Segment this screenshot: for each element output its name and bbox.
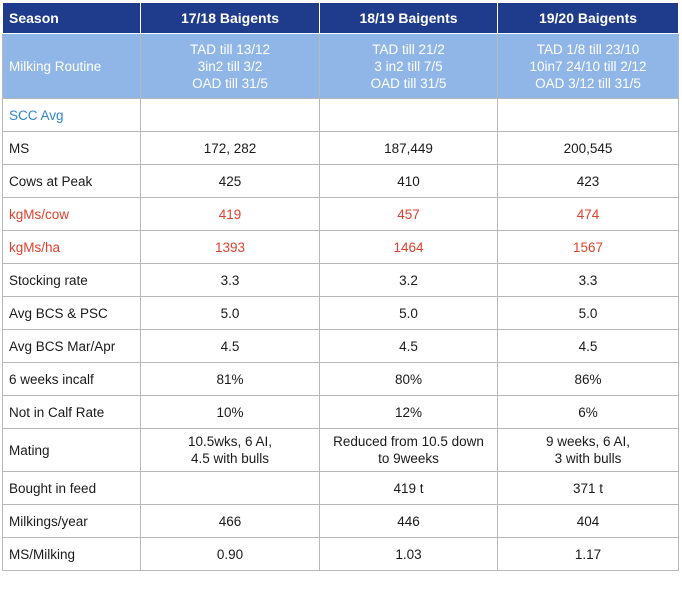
- table-cell: 3.3: [140, 263, 320, 297]
- kgms-cow-row: kgMs/cow 419 457 474: [2, 197, 679, 231]
- table-cell: 10%: [140, 395, 320, 429]
- ms-row: MS 172, 282 187,449 200,545: [2, 131, 679, 165]
- row-label: SCC Avg: [2, 98, 141, 132]
- table-cell: 86%: [497, 362, 679, 396]
- table-cell: [140, 471, 320, 505]
- cell-multiline: 9 weeks, 6 AI, 3 with bulls: [497, 428, 679, 472]
- table-cell: 3.3: [497, 263, 679, 297]
- milkings-year-row: Milkings/year 466 446 404: [2, 504, 679, 538]
- not-in-calf-rate-row: Not in Calf Rate 10% 12% 6%: [2, 395, 679, 429]
- table-cell: 6%: [497, 395, 679, 429]
- table-cell: 474: [497, 197, 679, 231]
- ms-milking-row: MS/Milking 0.90 1.03 1.17: [2, 537, 679, 571]
- table-cell: 457: [319, 197, 498, 231]
- scc-avg-row: SCC Avg: [2, 98, 679, 132]
- milking-routine-row: Milking Routine TAD till 13/12 3in2 till …: [2, 33, 679, 99]
- row-label: 6 weeks incalf: [2, 362, 141, 396]
- cell-multiline: TAD till 13/12 3in2 till 3/2 OAD till 31/5: [140, 33, 320, 99]
- row-label: Avg BCS Mar/Apr: [2, 329, 141, 363]
- row-label: MS: [2, 131, 141, 165]
- season-1819-header: 18/19 Baigents: [319, 2, 498, 34]
- season-header: Season: [2, 2, 141, 34]
- table-cell: 12%: [319, 395, 498, 429]
- table-cell: 172, 282: [140, 131, 320, 165]
- table-cell: [140, 98, 320, 132]
- kgms-ha-row: kgMs/ha 1393 1464 1567: [2, 230, 679, 264]
- row-label: Stocking rate: [2, 263, 141, 297]
- season-1718-header: 17/18 Baigents: [140, 2, 320, 34]
- table-cell: 371 t: [497, 471, 679, 505]
- cell-multiline: TAD 1/8 till 23/10 10in7 24/10 till 2/12 O…: [497, 33, 679, 99]
- row-label: Not in Calf Rate: [2, 395, 141, 429]
- cows-at-peak-row: Cows at Peak 425 410 423: [2, 164, 679, 198]
- avg-bcs-psc-row: Avg BCS & PSC 5.0 5.0 5.0: [2, 296, 679, 330]
- row-label: kgMs/cow: [2, 197, 141, 231]
- table-cell: 4.5: [319, 329, 498, 363]
- table-cell: 0.90: [140, 537, 320, 571]
- table-cell: 5.0: [319, 296, 498, 330]
- table-cell: 1.03: [319, 537, 498, 571]
- season-1920-header: 19/20 Baigents: [497, 2, 679, 34]
- table-cell: 4.5: [140, 329, 320, 363]
- table-cell: 1464: [319, 230, 498, 264]
- table-cell: 419: [140, 197, 320, 231]
- table-cell: 419 t: [319, 471, 498, 505]
- row-label: Cows at Peak: [2, 164, 141, 198]
- baigents-season-table: Season 17/18 Baigents 18/19 Baigents 19/…: [2, 2, 679, 571]
- table-cell: 5.0: [140, 296, 320, 330]
- row-label: kgMs/ha: [2, 230, 141, 264]
- cell-multiline: 10.5wks, 6 AI, 4.5 with bulls: [140, 428, 320, 472]
- table-cell: 187,449: [319, 131, 498, 165]
- table-cell: 1.17: [497, 537, 679, 571]
- cell-multiline: TAD till 21/2 3 in2 till 7/5 OAD till 31/5: [319, 33, 498, 99]
- row-label: Milkings/year: [2, 504, 141, 538]
- row-label: Bought in feed: [2, 471, 141, 505]
- bought-in-feed-row: Bought in feed 419 t 371 t: [2, 471, 679, 505]
- six-weeks-incalf-row: 6 weeks incalf 81% 80% 86%: [2, 362, 679, 396]
- header-row: Season 17/18 Baigents 18/19 Baigents 19/…: [2, 2, 679, 34]
- table-cell: 4.5: [497, 329, 679, 363]
- row-label: Avg BCS & PSC: [2, 296, 141, 330]
- table-cell: 81%: [140, 362, 320, 396]
- stocking-rate-row: Stocking rate 3.3 3.2 3.3: [2, 263, 679, 297]
- row-label: MS/Milking: [2, 537, 141, 571]
- table-cell: 423: [497, 164, 679, 198]
- table-cell: 446: [319, 504, 498, 538]
- table-cell: 404: [497, 504, 679, 538]
- avg-bcs-mar-apr-row: Avg BCS Mar/Apr 4.5 4.5 4.5: [2, 329, 679, 363]
- table-cell: [319, 98, 498, 132]
- table-cell: 466: [140, 504, 320, 538]
- cell-multiline: Reduced from 10.5 down to 9weeks: [319, 428, 498, 472]
- table-cell: 80%: [319, 362, 498, 396]
- row-label: Milking Routine: [2, 33, 141, 99]
- table-cell: 5.0: [497, 296, 679, 330]
- table-cell: 410: [319, 164, 498, 198]
- table-cell: 3.2: [319, 263, 498, 297]
- table-cell: 1393: [140, 230, 320, 264]
- table-cell: 1567: [497, 230, 679, 264]
- table-cell: 200,545: [497, 131, 679, 165]
- table-cell: [497, 98, 679, 132]
- row-label: Mating: [2, 428, 141, 472]
- table-cell: 425: [140, 164, 320, 198]
- mating-row: Mating 10.5wks, 6 AI, 4.5 with bulls Redu…: [2, 428, 679, 472]
